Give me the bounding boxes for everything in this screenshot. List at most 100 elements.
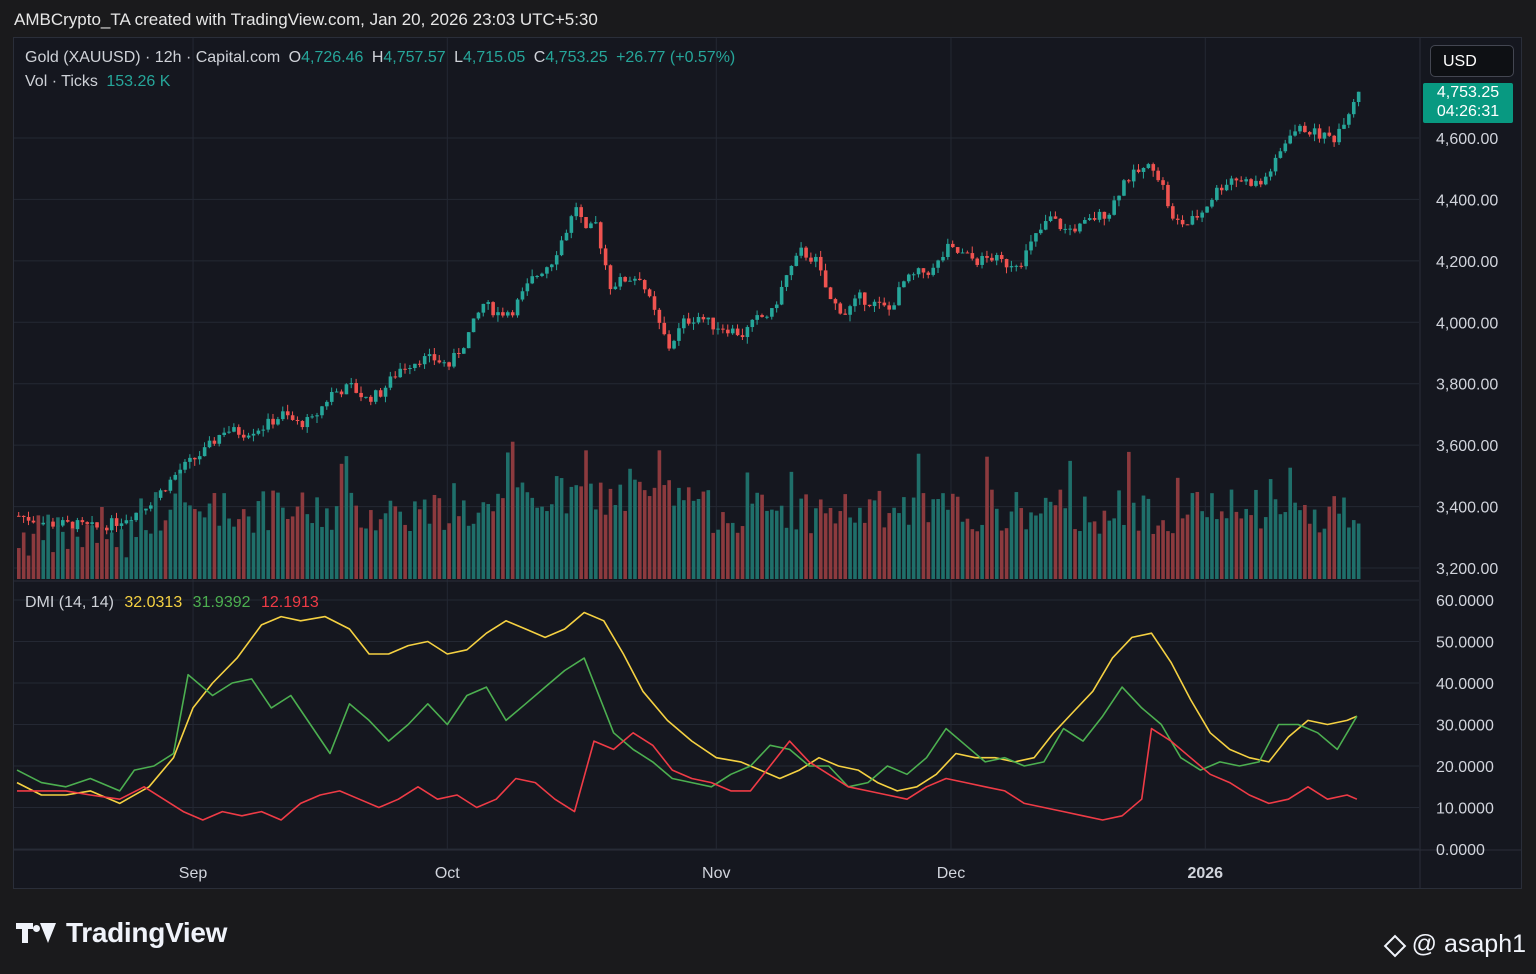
candle-body <box>779 286 784 305</box>
candle-body <box>701 316 706 320</box>
volume-bar <box>114 547 119 579</box>
volume-bar <box>730 522 735 579</box>
candle-body <box>589 223 593 229</box>
volume-bar <box>1293 502 1297 579</box>
dmi-label[interactable]: DMI (14, 14) <box>25 594 114 611</box>
volume-bar <box>1210 493 1214 579</box>
volume-bar <box>51 552 55 579</box>
candle-body <box>276 419 280 425</box>
volume-bar <box>393 506 398 579</box>
volume-bar <box>56 517 60 579</box>
volume-bar <box>1043 497 1048 579</box>
volume-bar <box>1136 530 1141 579</box>
volume-bar <box>1259 528 1263 579</box>
candle-body <box>481 303 486 313</box>
volume-bar <box>564 513 569 579</box>
volume-bar <box>1337 513 1341 579</box>
candle-body <box>1097 211 1102 220</box>
candle-body <box>872 301 877 307</box>
volume-bar <box>735 532 740 579</box>
candle-body <box>232 427 236 432</box>
volume-bar <box>41 540 46 579</box>
volume-bar <box>662 485 667 579</box>
volume-bar <box>1200 511 1204 579</box>
volume-bar <box>1083 496 1087 579</box>
volume-bar <box>740 526 745 579</box>
volume-bar <box>173 493 178 579</box>
volume-bar <box>1039 513 1043 579</box>
candle-body <box>1063 228 1068 230</box>
price-axis-label: 4,400.00 <box>1436 192 1498 209</box>
volume-bar <box>657 450 662 579</box>
volume-label[interactable]: Vol · Ticks <box>25 73 98 90</box>
candle-body <box>1263 176 1268 185</box>
volume-bar <box>1234 511 1239 579</box>
candle-body <box>271 418 275 425</box>
symbol-label[interactable]: Gold (XAUUSD) · 12h · Capital.com <box>25 49 281 66</box>
volume-bar <box>530 497 535 579</box>
candle-body <box>41 522 46 525</box>
candle-body <box>965 252 970 254</box>
volume-bar <box>1102 510 1107 579</box>
volume-bar <box>378 519 383 579</box>
volume-bar <box>163 520 168 579</box>
volume-bar <box>882 527 887 579</box>
volume-bar <box>1185 514 1190 579</box>
candle-body <box>1332 135 1337 143</box>
candle-body <box>1254 180 1258 186</box>
low-value: 4,715.05 <box>463 49 526 66</box>
candle-body <box>1278 151 1283 158</box>
dmi-legend: DMI (14, 14) 32.0313 31.9392 12.1913 <box>25 594 319 612</box>
candle-body <box>711 317 715 330</box>
volume-bar <box>750 503 755 579</box>
volume-bar <box>31 533 36 579</box>
volume-bar <box>515 487 520 579</box>
candle-body <box>285 411 290 416</box>
volume-bar <box>584 450 588 579</box>
adx-value: 32.0313 <box>124 594 183 611</box>
volume-bar <box>432 494 437 579</box>
volume-bar <box>129 521 134 579</box>
volume-bar <box>1288 467 1292 579</box>
candle-body <box>975 258 980 265</box>
candle-body <box>936 260 940 268</box>
volume-bar <box>510 441 515 579</box>
candle-body <box>882 302 887 306</box>
volume-bar <box>413 501 417 579</box>
volume-bar <box>315 497 319 579</box>
volume-bar <box>1156 525 1160 579</box>
candle-body <box>735 328 740 336</box>
candle-body <box>613 286 618 290</box>
volume-bar <box>1307 523 1312 579</box>
volume-bar <box>814 508 818 579</box>
chart-frame[interactable]: 4,600.00 4,400.00 4,200.00 4,000.00 3,800.00… <box>13 37 1522 889</box>
candle-body <box>730 328 735 334</box>
volume-bar <box>437 498 442 579</box>
volume-bar <box>1249 515 1253 579</box>
chart-canvas[interactable]: 4,600.00 4,400.00 4,200.00 4,000.00 3,800.00… <box>14 38 1521 888</box>
candle-body <box>241 434 246 438</box>
candle-body <box>721 328 725 330</box>
volume-bar <box>325 508 329 579</box>
candle-body <box>427 354 432 357</box>
volume-bar <box>1322 528 1327 579</box>
price-axis-label: 3,400.00 <box>1436 500 1498 517</box>
candle-body <box>413 363 417 369</box>
volume-bar <box>1171 533 1175 579</box>
tradingview-logo[interactable]: TradingView <box>16 916 227 950</box>
candle-body <box>1303 125 1307 133</box>
volume-bar <box>1263 517 1268 579</box>
candle-body <box>183 461 187 470</box>
volume-bar <box>682 500 686 579</box>
candle-body <box>1019 265 1024 267</box>
candle-body <box>652 296 657 310</box>
dmi-axis-label: 20.0000 <box>1436 759 1494 776</box>
currency-button[interactable]: USD <box>1430 45 1514 77</box>
candle-body <box>364 396 368 398</box>
volume-bar <box>109 532 114 579</box>
candle-body <box>696 316 701 323</box>
candle-body <box>109 518 114 531</box>
volume-bar <box>144 530 148 579</box>
bar-countdown: 04:26:31 <box>1436 103 1500 120</box>
candle-body <box>823 270 828 288</box>
